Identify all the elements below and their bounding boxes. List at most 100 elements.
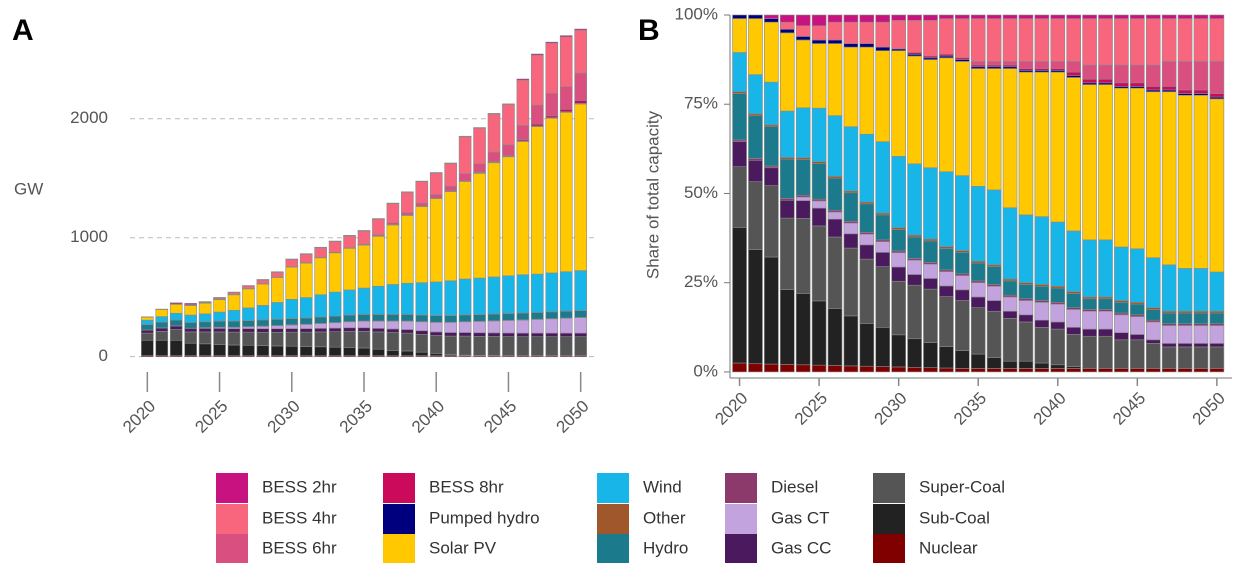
bar-segment <box>516 78 530 81</box>
bar-segment <box>1002 360 1018 369</box>
legend-swatch <box>597 534 629 563</box>
bar-segment <box>458 173 472 182</box>
bar-segment <box>473 321 486 334</box>
bar-segment <box>299 317 313 325</box>
bar-segment <box>1145 368 1161 373</box>
bar-segment <box>227 320 241 328</box>
legend-label: Gas CT <box>771 508 830 527</box>
bar-segment <box>401 215 414 284</box>
bar-segment <box>1161 91 1177 266</box>
bar-segment <box>198 301 212 303</box>
bar-segment <box>970 368 986 373</box>
bar-segment <box>314 323 327 329</box>
bar-segment <box>1193 18 1209 62</box>
legend-label: Diesel <box>771 477 818 496</box>
bar-segment <box>1145 14 1161 19</box>
bar-segment <box>732 141 747 167</box>
bar-segment <box>184 342 197 357</box>
bar-segment <box>811 364 827 373</box>
bar-segment <box>401 314 414 322</box>
bar-segment <box>843 192 859 222</box>
bar-segment <box>1018 284 1034 300</box>
bar-segment <box>574 270 587 311</box>
bar-segment <box>843 233 859 249</box>
bar-segment <box>732 14 747 19</box>
bar-segment <box>285 345 299 357</box>
bar-segment <box>875 141 891 214</box>
bar-segment <box>1034 368 1050 373</box>
bar-segment <box>285 318 299 326</box>
bar-segment <box>1177 61 1193 91</box>
bar-segment <box>907 236 922 259</box>
bar-segment <box>811 25 827 41</box>
bar-segment <box>1066 71 1081 76</box>
bar-segment <box>531 336 544 357</box>
bar-segment <box>970 14 986 19</box>
bar-segment <box>907 284 922 340</box>
bar-segment <box>213 297 226 299</box>
bar-segment <box>1193 312 1209 325</box>
bar-segment <box>875 214 891 241</box>
bar-segment <box>827 115 843 177</box>
bar-segment <box>473 314 486 322</box>
bar-segment <box>357 287 371 315</box>
bar-segment <box>1177 368 1193 373</box>
bar-segment <box>487 276 501 315</box>
bar-segment <box>256 279 270 284</box>
bar-segment <box>574 103 587 271</box>
bar-segment <box>169 319 183 327</box>
bar-segment <box>1114 302 1129 314</box>
bar-segment <box>955 252 970 275</box>
bar-segment <box>1114 18 1129 66</box>
bar-segment <box>732 52 747 93</box>
bar-segment <box>328 240 342 242</box>
bar-segment <box>1066 293 1081 308</box>
bar-segment <box>1018 321 1034 362</box>
bar-segment <box>1161 14 1177 19</box>
x-tick-label: 2025 <box>191 397 231 437</box>
bar-segment <box>458 321 472 333</box>
bar-segment <box>1209 18 1225 62</box>
x-tick-label: 2020 <box>119 397 159 437</box>
bar-segment <box>256 283 270 306</box>
bar-segment <box>1177 18 1193 62</box>
bar-segment <box>1018 71 1034 216</box>
bar-segment <box>955 289 970 301</box>
bar-segment <box>939 18 954 55</box>
bar-segment <box>811 14 827 27</box>
bar-segment <box>1161 61 1177 87</box>
bar-segment <box>1002 368 1018 373</box>
bar-segment <box>1066 18 1081 62</box>
legend-label: Pumped hydro <box>429 508 540 527</box>
bar-segment <box>314 246 327 249</box>
bar-segment <box>843 365 859 373</box>
bar-segment <box>372 314 385 322</box>
bar-segment <box>559 332 573 337</box>
bar-segment <box>875 252 891 267</box>
bar-segment <box>386 203 400 224</box>
bar-segment <box>444 322 457 333</box>
bar-segment <box>372 331 385 350</box>
bar-segment <box>1098 335 1113 369</box>
bar-segment <box>559 336 573 357</box>
bar-segment <box>169 329 183 341</box>
bar-segment <box>1050 328 1066 366</box>
bar-segment <box>559 86 573 110</box>
bar-segment <box>531 54 544 106</box>
bar-segment <box>559 35 573 38</box>
bar-segment <box>859 244 875 260</box>
bar-segment <box>1177 14 1193 19</box>
bar-segment <box>372 235 385 287</box>
bar-segment <box>1177 343 1193 348</box>
bar-segment <box>1082 18 1097 66</box>
bar-segment <box>843 222 859 235</box>
bar-segment <box>343 321 356 329</box>
bar-segment <box>271 302 284 320</box>
bar-segment <box>516 312 530 321</box>
bar-segment <box>939 271 954 287</box>
bar-segment <box>907 274 922 286</box>
legend-swatch <box>383 473 415 503</box>
bar-segment <box>764 81 779 126</box>
bar-segment <box>531 53 544 56</box>
bar-segment <box>1002 318 1018 362</box>
